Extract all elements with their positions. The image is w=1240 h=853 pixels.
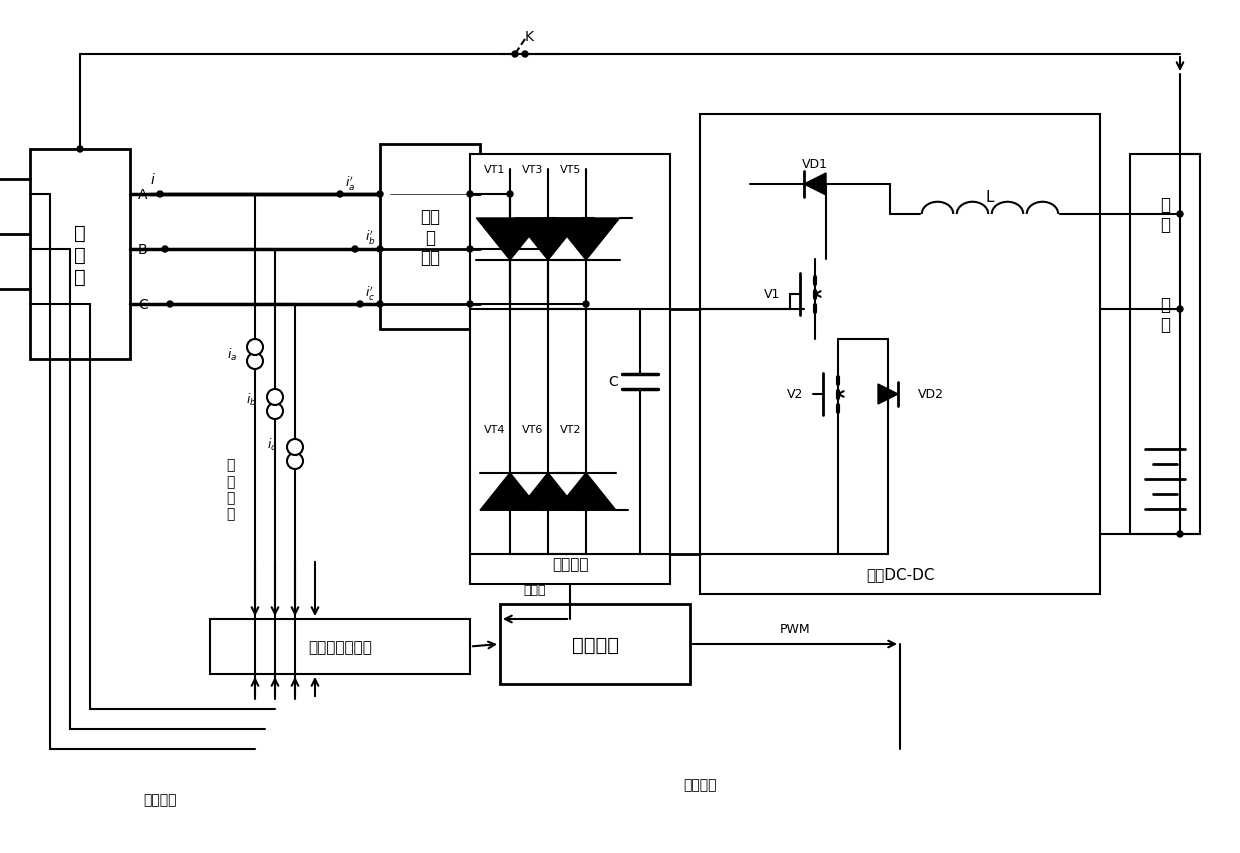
Text: VT1: VT1 <box>484 165 505 175</box>
Text: A: A <box>138 188 148 202</box>
Text: 电压检测: 电压检测 <box>683 777 717 791</box>
Circle shape <box>377 302 383 308</box>
Text: C: C <box>609 374 618 389</box>
Bar <box>701 115 1100 595</box>
Text: $i_b$: $i_b$ <box>247 392 257 408</box>
Circle shape <box>1177 212 1183 218</box>
Polygon shape <box>476 218 543 261</box>
Bar <box>500 604 689 684</box>
Circle shape <box>507 192 513 198</box>
Text: VT3: VT3 <box>522 165 543 175</box>
Text: $i_c'$: $i_c'$ <box>365 284 374 302</box>
Bar <box>470 154 670 584</box>
Polygon shape <box>804 174 826 196</box>
Bar <box>379 145 480 329</box>
Circle shape <box>546 247 551 252</box>
Text: 微处理器: 微处理器 <box>572 635 619 653</box>
Text: K: K <box>525 30 534 44</box>
Circle shape <box>377 192 383 198</box>
Circle shape <box>286 454 303 469</box>
Text: VT2: VT2 <box>559 425 582 434</box>
Circle shape <box>352 247 358 252</box>
Circle shape <box>467 247 472 252</box>
Circle shape <box>583 302 589 308</box>
Circle shape <box>286 439 303 456</box>
Text: 导通角: 导通角 <box>523 583 547 595</box>
Text: 电压、电流检测: 电压、电流检测 <box>308 639 372 654</box>
Polygon shape <box>515 218 582 261</box>
Text: 电流检测: 电流检测 <box>144 792 177 806</box>
Text: 池: 池 <box>1159 216 1171 234</box>
Circle shape <box>247 339 263 356</box>
Bar <box>1130 154 1200 534</box>
Polygon shape <box>480 473 539 511</box>
Text: $i$: $i$ <box>150 172 156 188</box>
Circle shape <box>512 52 518 58</box>
Circle shape <box>1177 306 1183 313</box>
Circle shape <box>249 344 260 356</box>
Text: VT6: VT6 <box>522 425 543 434</box>
Text: V2: V2 <box>786 388 804 401</box>
Circle shape <box>357 302 363 308</box>
Text: 电
流
检
测: 电 流 检 测 <box>226 458 234 520</box>
Circle shape <box>522 52 528 58</box>
Circle shape <box>249 344 260 356</box>
Bar <box>210 619 470 674</box>
Text: $i_a$: $i_a$ <box>227 346 237 363</box>
Circle shape <box>467 192 472 198</box>
Polygon shape <box>518 473 578 511</box>
Text: VD1: VD1 <box>802 159 828 171</box>
Text: VT4: VT4 <box>484 425 505 434</box>
Bar <box>30 150 130 360</box>
Polygon shape <box>878 385 898 404</box>
Circle shape <box>467 302 472 308</box>
Text: C: C <box>138 298 148 311</box>
Text: L: L <box>986 189 994 204</box>
Polygon shape <box>552 218 620 261</box>
Polygon shape <box>556 473 616 511</box>
Circle shape <box>269 393 281 405</box>
Text: 三相整流: 三相整流 <box>552 557 588 572</box>
Circle shape <box>267 403 283 420</box>
Circle shape <box>289 444 301 456</box>
Circle shape <box>289 444 301 456</box>
Text: B: B <box>138 243 148 257</box>
Circle shape <box>337 192 343 198</box>
Circle shape <box>269 393 281 405</box>
Circle shape <box>249 344 260 356</box>
Circle shape <box>167 302 174 308</box>
Text: V1: V1 <box>764 288 780 301</box>
Text: $i_c$: $i_c$ <box>267 437 277 453</box>
Text: 双向DC-DC: 双向DC-DC <box>866 567 934 582</box>
Circle shape <box>269 393 281 405</box>
Circle shape <box>267 390 283 405</box>
Text: VD2: VD2 <box>918 388 944 401</box>
Circle shape <box>377 247 383 252</box>
Text: PWM: PWM <box>780 623 810 635</box>
Circle shape <box>77 147 83 153</box>
Circle shape <box>247 354 263 369</box>
Circle shape <box>289 444 301 456</box>
Circle shape <box>162 247 167 252</box>
Text: 逆
变
器: 逆 变 器 <box>74 223 86 286</box>
Text: $i_b'$: $i_b'$ <box>365 229 376 247</box>
Text: VT5: VT5 <box>559 165 582 175</box>
Circle shape <box>157 192 162 198</box>
Circle shape <box>1177 531 1183 537</box>
Text: 电
池: 电 池 <box>1159 295 1171 334</box>
Text: 电: 电 <box>1159 196 1171 214</box>
Text: $i_a'$: $i_a'$ <box>345 174 355 192</box>
Text: 不平
衡
负载: 不平 衡 负载 <box>420 207 440 267</box>
